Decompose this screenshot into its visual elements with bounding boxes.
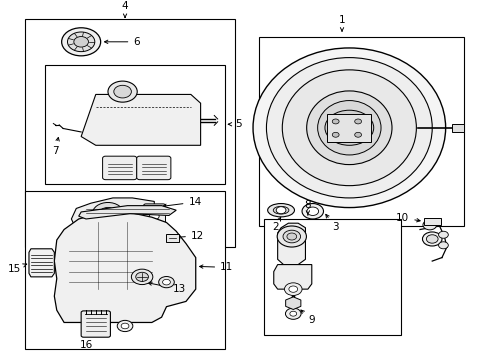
Circle shape (331, 132, 338, 137)
Bar (44, 64, 224, 184)
Circle shape (284, 283, 302, 296)
Circle shape (67, 32, 95, 51)
Bar (264, 219, 400, 335)
Polygon shape (54, 212, 195, 323)
Circle shape (74, 37, 88, 47)
Circle shape (283, 230, 300, 243)
Circle shape (114, 85, 131, 98)
Text: 16: 16 (79, 316, 95, 350)
Circle shape (149, 213, 159, 220)
Ellipse shape (306, 91, 391, 165)
Polygon shape (81, 94, 200, 145)
Text: 10: 10 (395, 213, 419, 223)
FancyBboxPatch shape (137, 156, 170, 180)
Circle shape (331, 119, 338, 124)
Polygon shape (29, 249, 54, 277)
Circle shape (289, 311, 296, 316)
Bar (166, 234, 178, 242)
Circle shape (438, 231, 447, 238)
Bar (327, 114, 370, 142)
Bar (451, 123, 463, 132)
Text: 1: 1 (338, 15, 345, 31)
Text: 5: 5 (228, 119, 241, 129)
Circle shape (422, 232, 441, 246)
Circle shape (131, 269, 153, 284)
Circle shape (277, 226, 306, 247)
Circle shape (306, 207, 318, 216)
Circle shape (121, 323, 129, 329)
Circle shape (336, 119, 361, 136)
FancyBboxPatch shape (81, 311, 110, 337)
Circle shape (61, 28, 101, 56)
Bar (423, 218, 440, 225)
Text: 4: 4 (122, 1, 128, 17)
Circle shape (426, 235, 437, 243)
Text: 3: 3 (325, 214, 338, 233)
Circle shape (354, 119, 361, 124)
Circle shape (285, 308, 301, 319)
Ellipse shape (282, 70, 415, 186)
Bar (25, 19, 234, 247)
Bar (259, 37, 463, 226)
Circle shape (108, 81, 137, 102)
Text: 14: 14 (163, 197, 201, 207)
Circle shape (158, 276, 174, 288)
Circle shape (117, 320, 133, 332)
Circle shape (288, 286, 297, 292)
Text: 15: 15 (8, 264, 27, 274)
Circle shape (354, 132, 361, 137)
Text: 9: 9 (300, 310, 314, 325)
Circle shape (302, 203, 323, 219)
Circle shape (422, 220, 436, 230)
Polygon shape (273, 265, 311, 289)
Polygon shape (71, 198, 154, 229)
Text: 2: 2 (271, 217, 280, 233)
FancyBboxPatch shape (143, 204, 165, 229)
Circle shape (276, 207, 285, 214)
Polygon shape (79, 206, 176, 219)
Bar (25, 191, 224, 349)
Ellipse shape (273, 206, 288, 214)
Text: 11: 11 (199, 262, 233, 273)
Ellipse shape (267, 203, 294, 217)
FancyBboxPatch shape (102, 156, 137, 180)
Circle shape (92, 202, 123, 225)
Circle shape (325, 110, 373, 145)
Circle shape (99, 207, 117, 220)
Polygon shape (277, 223, 305, 265)
Text: 13: 13 (148, 282, 185, 294)
Ellipse shape (252, 48, 445, 208)
Circle shape (438, 242, 447, 249)
Ellipse shape (266, 58, 431, 198)
Circle shape (286, 233, 296, 240)
Circle shape (136, 272, 148, 282)
Text: 6: 6 (104, 37, 140, 47)
Circle shape (162, 279, 170, 285)
Text: 7: 7 (52, 138, 59, 156)
Ellipse shape (317, 100, 380, 155)
Text: 12: 12 (176, 231, 203, 241)
Text: 8: 8 (304, 199, 310, 215)
